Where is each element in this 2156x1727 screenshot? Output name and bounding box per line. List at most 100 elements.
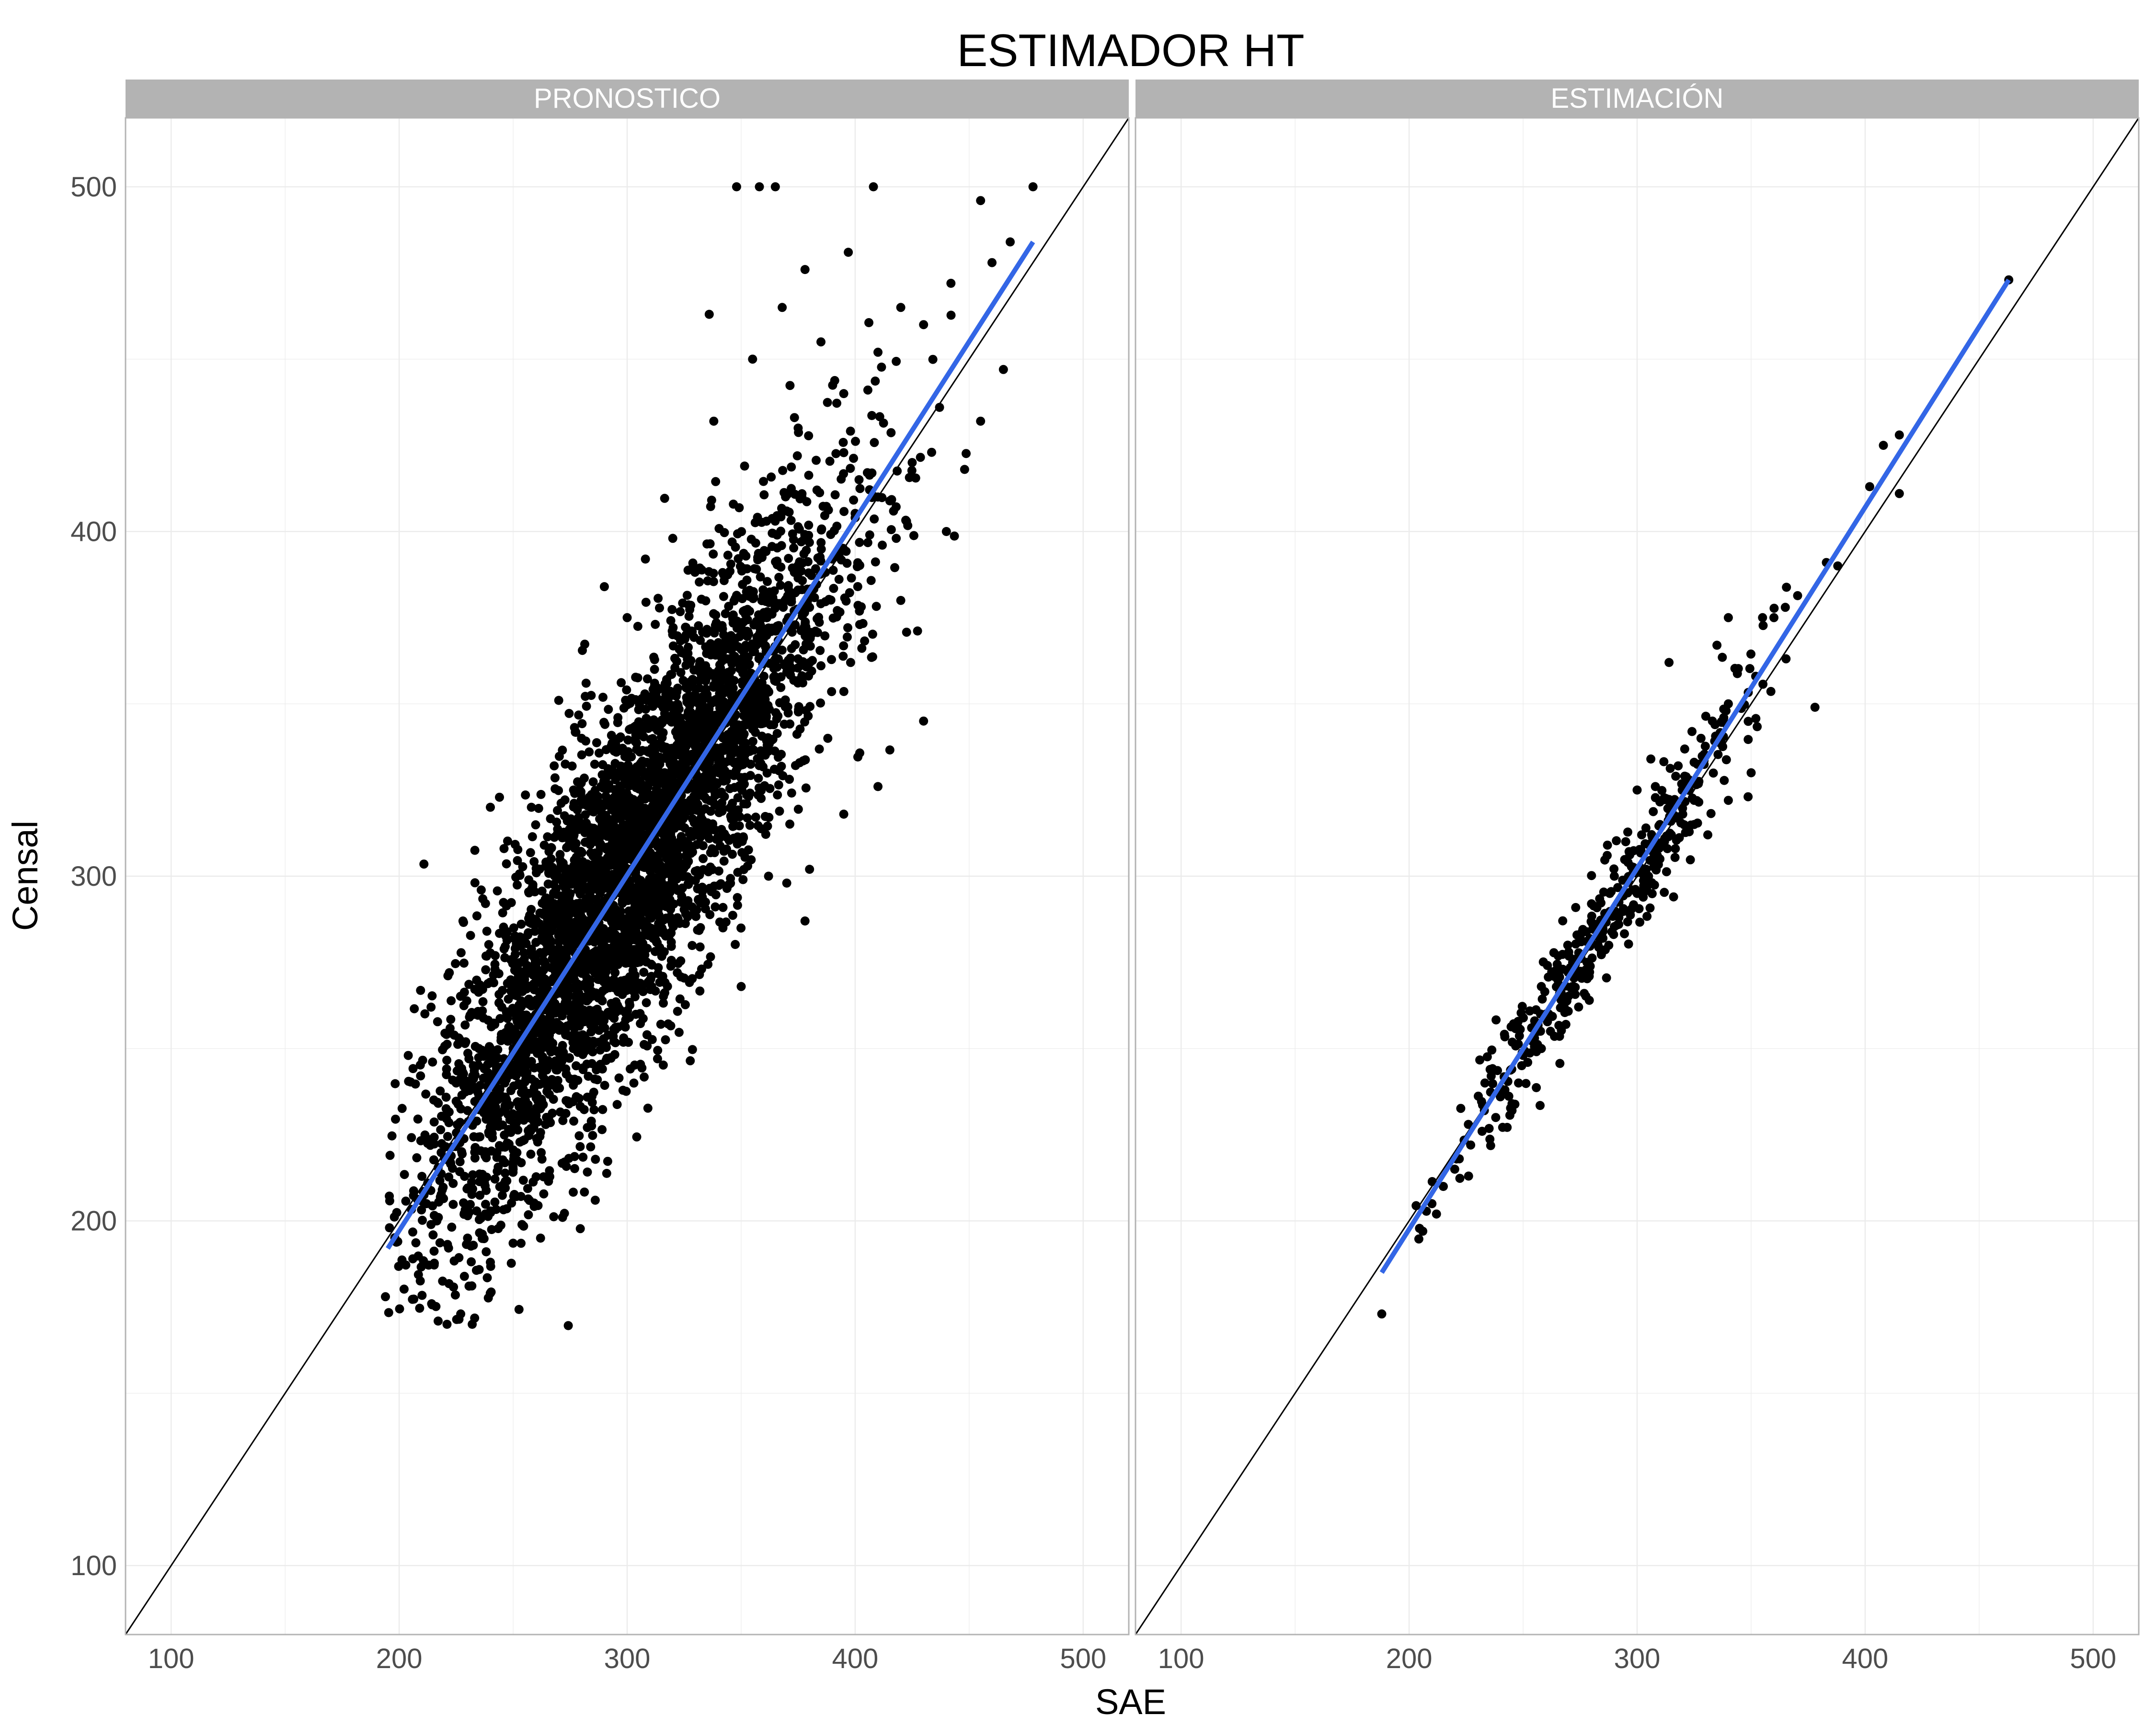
data-point xyxy=(577,733,586,743)
points xyxy=(381,182,1038,1330)
data-point xyxy=(706,848,715,858)
data-point xyxy=(695,711,704,721)
data-point xyxy=(570,1152,579,1161)
data-point xyxy=(580,1187,589,1197)
data-point xyxy=(670,653,679,663)
data-point xyxy=(1575,934,1585,943)
data-point xyxy=(1418,1226,1428,1236)
data-point xyxy=(583,904,593,913)
data-point xyxy=(863,538,872,548)
data-point xyxy=(752,632,762,642)
data-point xyxy=(782,878,791,888)
data-point xyxy=(635,1009,645,1018)
data-point xyxy=(501,1183,510,1193)
data-point xyxy=(624,889,634,898)
data-point xyxy=(695,577,704,587)
data-point xyxy=(391,1114,400,1124)
data-point xyxy=(513,856,522,865)
data-point xyxy=(1587,899,1596,909)
data-point xyxy=(684,612,694,621)
data-point xyxy=(602,1168,611,1178)
data-point xyxy=(668,752,678,761)
x-tick-label: 300 xyxy=(1614,1643,1661,1674)
data-point xyxy=(503,927,512,937)
data-point xyxy=(829,583,838,593)
data-point xyxy=(1665,764,1675,773)
data-point xyxy=(432,1216,442,1226)
data-point xyxy=(816,661,826,671)
data-point xyxy=(707,696,716,706)
data-point xyxy=(605,953,614,962)
data-point xyxy=(829,526,839,536)
data-point xyxy=(655,603,664,613)
data-point xyxy=(585,961,595,970)
data-point xyxy=(692,905,701,915)
data-point xyxy=(617,771,627,781)
data-point xyxy=(723,550,733,560)
data-point xyxy=(1687,727,1697,736)
data-point xyxy=(500,1092,509,1102)
data-point xyxy=(466,1241,476,1251)
data-point xyxy=(533,1201,543,1210)
data-point xyxy=(1466,1140,1476,1150)
data-point xyxy=(1703,830,1712,840)
data-point xyxy=(701,661,711,671)
data-point xyxy=(666,616,676,625)
data-point xyxy=(870,438,879,447)
data-point xyxy=(648,934,658,943)
data-point xyxy=(698,882,707,892)
data-point xyxy=(695,970,704,979)
data-point xyxy=(639,732,649,742)
data-point xyxy=(710,881,719,891)
data-point xyxy=(420,1009,430,1018)
data-point xyxy=(1647,889,1657,898)
data-point xyxy=(516,996,526,1006)
data-point xyxy=(1498,1122,1507,1132)
data-point xyxy=(1558,916,1568,926)
data-point xyxy=(657,732,666,742)
data-point xyxy=(549,948,559,957)
data-point xyxy=(778,466,788,475)
data-point xyxy=(885,496,895,505)
data-point xyxy=(1671,844,1680,853)
data-point xyxy=(738,875,748,884)
data-point xyxy=(788,563,797,573)
data-point xyxy=(753,513,762,522)
data-point xyxy=(805,702,815,711)
data-point xyxy=(623,735,633,745)
data-point xyxy=(568,830,577,840)
data-point xyxy=(1577,973,1586,983)
data-point xyxy=(668,710,677,720)
data-point xyxy=(617,678,626,687)
data-point xyxy=(733,793,743,802)
data-point xyxy=(409,1186,418,1196)
data-point xyxy=(1666,830,1676,840)
data-point xyxy=(1810,702,1820,712)
data-point xyxy=(613,865,623,875)
data-point xyxy=(867,411,877,420)
data-point xyxy=(815,646,825,655)
data-point xyxy=(585,747,594,757)
data-point xyxy=(1595,894,1605,904)
data-point xyxy=(611,1023,620,1032)
data-point xyxy=(686,848,696,858)
data-point xyxy=(475,1169,484,1179)
data-point xyxy=(590,937,599,947)
data-point xyxy=(693,664,702,674)
data-point xyxy=(527,884,536,894)
data-point xyxy=(1581,991,1591,1001)
data-point xyxy=(482,1172,492,1182)
x-tick-label: 200 xyxy=(376,1643,423,1674)
data-point xyxy=(774,780,783,789)
data-point xyxy=(471,1266,481,1275)
data-point xyxy=(789,535,798,544)
data-point xyxy=(1721,755,1731,765)
data-point xyxy=(662,675,671,684)
data-point xyxy=(470,1153,480,1163)
data-point xyxy=(1655,854,1665,864)
data-point xyxy=(508,1145,518,1155)
fit-line xyxy=(386,240,1035,1250)
y-tick-label: 300 xyxy=(70,861,117,892)
data-point xyxy=(514,965,523,975)
data-point xyxy=(509,1066,518,1075)
